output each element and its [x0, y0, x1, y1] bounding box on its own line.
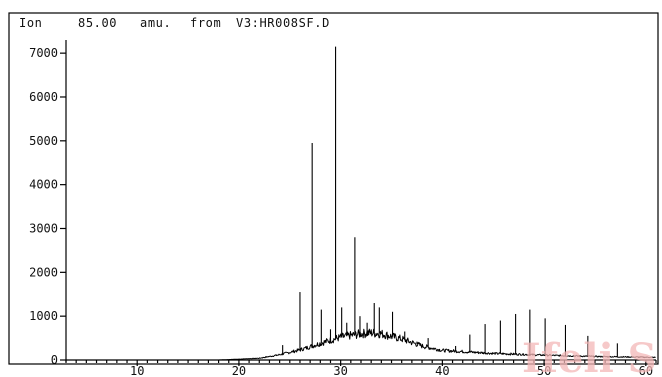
x-tick-label: 30 — [333, 364, 347, 377]
y-tick-label: 0 — [51, 353, 58, 367]
y-tick-label: 2000 — [29, 265, 58, 279]
y-axis-ticks: 0 1000 2000 3000 4000 5000 6000 7000 — [29, 46, 66, 367]
header-from-label: from — [190, 16, 221, 30]
y-tick-label: 3000 — [29, 221, 58, 235]
x-tick-label: 50 — [537, 364, 551, 377]
header-unit-label: amu. — [140, 16, 171, 30]
x-tick-label: 10 — [130, 364, 144, 377]
y-tick-label: 5000 — [29, 134, 58, 148]
x-tick-label: 60 — [639, 364, 653, 377]
x-tick-label: 40 — [435, 364, 449, 377]
watermark-logo: Ifeli S — [522, 335, 657, 377]
y-tick-label: 1000 — [29, 309, 58, 323]
y-tick-label: 4000 — [29, 178, 58, 192]
y-tick-label: 6000 — [29, 90, 58, 104]
baseline-trace — [66, 328, 656, 361]
chart-frame — [8, 12, 659, 365]
y-tick-label: 7000 — [29, 46, 58, 60]
header-ion-value: 85.00 — [78, 16, 117, 30]
peak-series — [264, 46, 618, 358]
header-file-path: V3:HR008SF.D — [236, 16, 330, 30]
header-ion-label: Ion — [19, 16, 42, 30]
x-tick-label: 20 — [232, 364, 246, 377]
x-axis-ticks: 10 20 30 40 50 60 — [65, 360, 657, 377]
